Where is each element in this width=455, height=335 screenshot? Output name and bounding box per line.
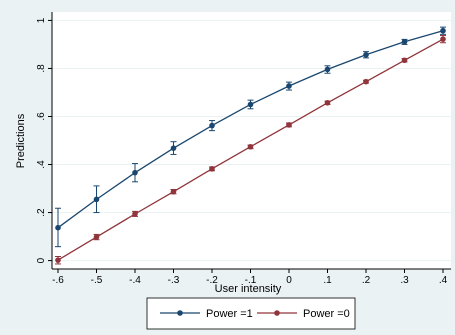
- series-layer: [55, 26, 446, 265]
- data-point: [209, 122, 215, 129]
- x-tick-label: -.4: [129, 275, 141, 286]
- series-1: [55, 26, 446, 248]
- data-point: [363, 78, 369, 85]
- data-point: [286, 122, 292, 128]
- data-point: [93, 196, 100, 203]
- data-point: [55, 257, 61, 263]
- y-tick-label: .2: [36, 208, 47, 217]
- grid: [52, 19, 451, 262]
- legend-marker: [177, 310, 183, 316]
- x-tick-label: -.3: [168, 275, 180, 286]
- series-2: [55, 35, 446, 265]
- legend-items: Power =1 Power =0: [160, 308, 350, 320]
- data-point: [93, 234, 100, 240]
- data-point: [247, 101, 254, 108]
- data-point: [132, 211, 138, 217]
- data-point: [440, 36, 446, 42]
- data-point: [170, 145, 177, 151]
- legend-marker: [274, 310, 280, 316]
- x-axis-title: User intensity: [215, 283, 282, 295]
- x-tick-label: -.1: [245, 275, 257, 286]
- x-tick-label: .1: [323, 275, 332, 286]
- x-tick-label: .4: [439, 275, 448, 286]
- x-tick-label: -.6: [52, 275, 64, 286]
- data-point: [401, 38, 408, 45]
- data-point: [324, 99, 331, 106]
- legend-label: Power =1: [206, 308, 253, 320]
- axes: 0 .2 .4 .6 .8 1 -.6 -.5 -.4 -.3 -.2 -.1 0 .1 .2 .3 .4: [36, 12, 451, 286]
- data-point: [132, 169, 138, 176]
- y-tick-label: 0: [36, 257, 47, 263]
- y-tick-label: 1: [36, 17, 47, 23]
- data-point: [286, 83, 292, 89]
- x-tick-label: -.2: [206, 275, 218, 286]
- y-tick-label: .8: [36, 64, 47, 73]
- legend-label: Power =0: [303, 308, 350, 320]
- y-axis-title: Predictions: [15, 113, 27, 168]
- data-point: [247, 143, 254, 150]
- data-point: [55, 224, 61, 231]
- y-tick-label: .6: [36, 112, 47, 121]
- x-tick-label: .2: [362, 275, 371, 286]
- data-point: [440, 27, 446, 34]
- x-tick-label: 0: [286, 275, 292, 286]
- x-tick-label: -.5: [91, 275, 103, 286]
- data-point: [209, 166, 215, 172]
- y-tick-label: .4: [36, 160, 47, 169]
- x-tick-label: .3: [400, 275, 409, 286]
- plot-area: [52, 12, 451, 269]
- data-point: [401, 57, 408, 64]
- data-point: [363, 51, 369, 58]
- legend-box: [146, 297, 356, 330]
- legend: Power =1 Power =0: [146, 297, 356, 330]
- data-point: [324, 66, 331, 73]
- data-point: [170, 188, 177, 195]
